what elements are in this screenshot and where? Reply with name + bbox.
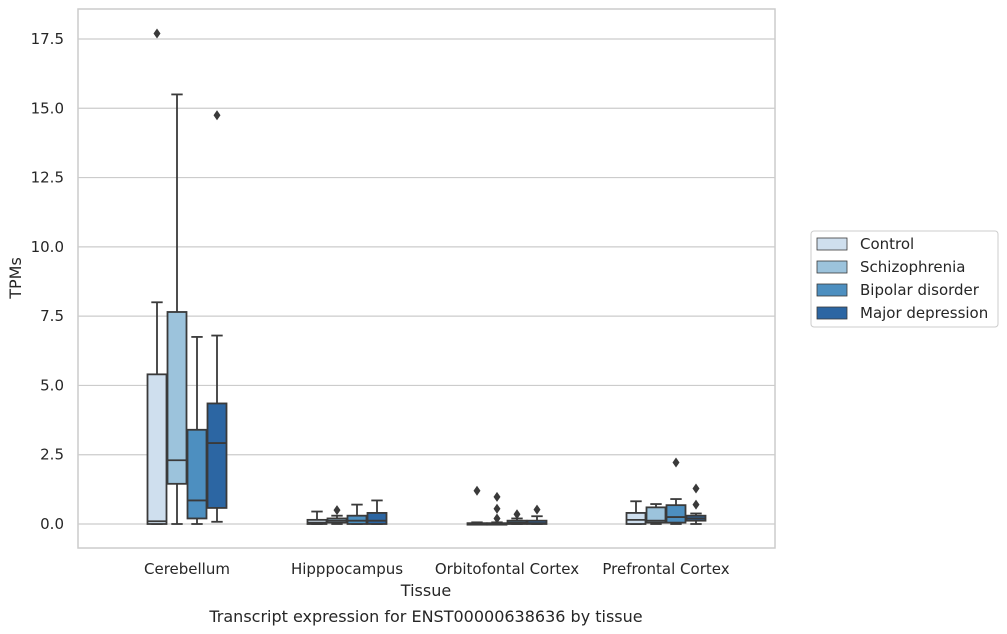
outlier-point xyxy=(533,504,541,515)
legend-swatch xyxy=(816,283,848,297)
outlier-point xyxy=(692,483,700,494)
outlier-point xyxy=(493,503,501,514)
x-axis-title: Tissue xyxy=(400,581,451,600)
box-control xyxy=(625,500,647,525)
y-tick-labels: 0.0 2.5 5.0 7.5 10.0 12.5 15.0 17.5 xyxy=(31,30,64,533)
chart-caption: Transcript expression for ENST0000063863… xyxy=(208,607,642,626)
outlier-point xyxy=(493,513,501,524)
box-schizophrenia xyxy=(486,491,508,526)
legend-swatch xyxy=(816,306,848,320)
outlier-point xyxy=(672,457,680,468)
box-iqr xyxy=(146,373,168,525)
outlier-point xyxy=(213,110,221,121)
box-iqr xyxy=(206,402,228,509)
box-iqr xyxy=(366,512,388,525)
plot-frame xyxy=(77,8,776,549)
legend-frame xyxy=(810,230,999,328)
legend-swatch xyxy=(816,260,848,274)
y-tick-label: 12.5 xyxy=(31,169,64,187)
y-axis-title: TPMs xyxy=(6,257,25,300)
boxes xyxy=(146,28,707,526)
outlier-point xyxy=(153,28,161,39)
box-bipolar-disorder xyxy=(346,503,368,525)
y-tick-label: 0.0 xyxy=(40,515,64,533)
box-schizophrenia xyxy=(326,505,348,525)
box-major-depression xyxy=(206,110,228,523)
y-tick-label: 17.5 xyxy=(31,30,64,48)
y-tick-label: 10.0 xyxy=(31,238,64,256)
box-major-depression xyxy=(366,499,388,525)
outlier-point xyxy=(692,499,700,510)
outlier-point xyxy=(473,485,481,496)
legend-label: Major depression xyxy=(860,304,988,322)
box-schizophrenia xyxy=(645,503,667,525)
box-iqr xyxy=(645,506,667,524)
legend-swatch xyxy=(816,237,848,251)
box-control xyxy=(146,28,168,525)
box-iqr xyxy=(665,504,687,524)
box-iqr xyxy=(186,428,208,520)
box-major-depression xyxy=(526,504,548,525)
x-tick-label: Cerebellum xyxy=(144,560,230,578)
box-major-depression xyxy=(685,483,707,525)
y-tick-label: 2.5 xyxy=(40,446,64,464)
outlier-point xyxy=(513,509,521,520)
outlier-point xyxy=(493,491,501,502)
box-control xyxy=(306,510,328,525)
box-iqr xyxy=(166,311,188,485)
box-schizophrenia xyxy=(166,93,188,525)
outlier-point xyxy=(333,505,341,516)
box-iqr xyxy=(625,512,647,525)
box-bipolar-disorder xyxy=(665,457,687,525)
legend-label: Bipolar disorder xyxy=(860,281,980,299)
y-tick-label: 5.0 xyxy=(40,376,64,394)
y-tick-label: 15.0 xyxy=(31,99,64,117)
legend-label: Control xyxy=(860,235,914,253)
box-bipolar-disorder xyxy=(506,509,528,525)
x-tick-label: Orbitofontal Cortex xyxy=(435,560,579,578)
x-tick-label: Hipppocampus xyxy=(291,560,403,578)
box-bipolar-disorder xyxy=(186,336,208,525)
legend: Control Schizophrenia Bipolar disorder Majo… xyxy=(810,230,999,328)
x-tick-labels: Cerebellum Hipppocampus Orbitofontal Corte… xyxy=(144,560,730,578)
y-tick-label: 7.5 xyxy=(40,307,64,325)
x-tick-label: Prefrontal Cortex xyxy=(602,560,729,578)
legend-label: Schizophrenia xyxy=(860,258,965,276)
box-control xyxy=(466,485,488,526)
